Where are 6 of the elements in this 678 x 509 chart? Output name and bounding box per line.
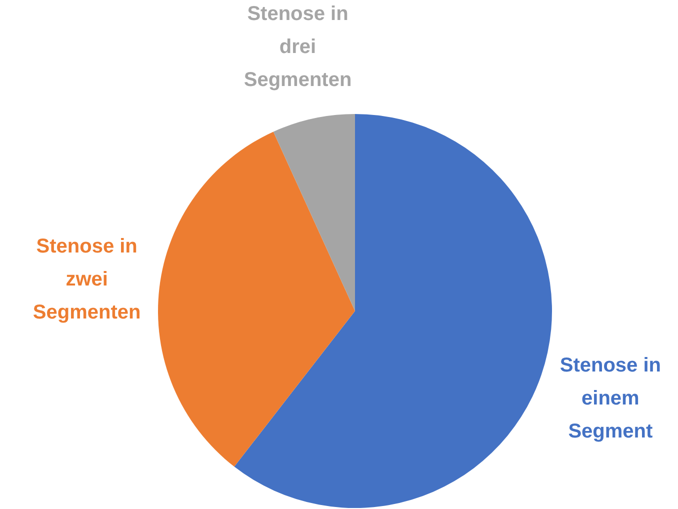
- pie-slice: [273, 114, 355, 311]
- slice-label: Stenose in drei Segmenten: [244, 3, 352, 92]
- slice-label: Stenose in einem Segment: [560, 354, 662, 442]
- pie-slice: [234, 114, 552, 508]
- slice-label: Stenose in zwei Segmenten: [32, 236, 141, 324]
- pie-slice: [158, 132, 355, 467]
